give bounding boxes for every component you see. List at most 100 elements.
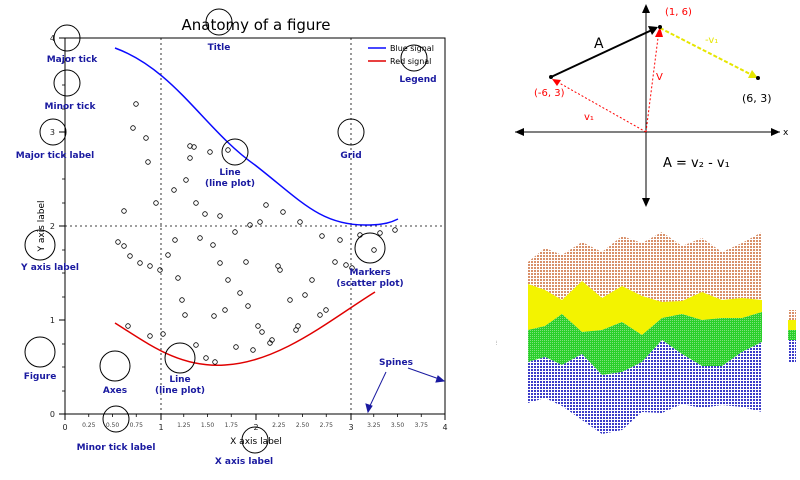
scatter-marker	[145, 159, 151, 165]
scatter-marker	[217, 260, 223, 266]
area-layer-2	[528, 312, 762, 375]
minor-x-tick-labels: 0.25 0.50 0.75 1.25 1.50 1.75 2.25 2.50 2.75 3.25…	[82, 414, 428, 429]
anno-grid: Grid	[340, 151, 361, 161]
point-3-dot	[756, 76, 760, 80]
scatter-marker	[287, 297, 293, 303]
vector-A-head	[648, 26, 658, 35]
vector-panel: x A (-6, 3) (1, 6) (6, 3) V v₁ -v₁ A = v…	[515, 4, 789, 207]
vector-y-arrow-up	[642, 4, 650, 13]
scatter-marker	[172, 237, 178, 243]
area-layer-4	[528, 232, 762, 302]
point-1-dot	[549, 75, 553, 79]
anno-figure: Figure	[24, 372, 57, 382]
scatter-marker	[125, 323, 131, 329]
anno-axes: Axes	[103, 386, 127, 396]
anno-title: Title	[208, 43, 231, 53]
vector-v2-head	[655, 27, 663, 37]
major-ticks-x	[64, 414, 446, 420]
y-tick-0: 0	[50, 410, 55, 419]
scatter-marker	[193, 200, 199, 206]
vector-A	[550, 29, 653, 78]
red-signal-line	[114, 291, 376, 366]
anno-major-tick: Major tick	[47, 55, 99, 65]
y-tick-3: 3	[50, 128, 55, 137]
scatter-marker	[121, 243, 127, 249]
scatter-marker	[250, 347, 256, 353]
scatter-marker	[217, 213, 223, 219]
y-tick-1: 1	[50, 316, 55, 325]
minor-x-tick-label: 3.50	[391, 422, 405, 429]
scatter-marker	[133, 101, 139, 107]
vector-equation: A = v₂ - v₁	[663, 156, 730, 171]
anno-line2-a: Line	[169, 375, 190, 385]
anno-markers-b: (scatter plot)	[336, 279, 403, 289]
point-2-dot	[658, 25, 662, 29]
scatter-marker	[377, 230, 383, 236]
scatter-marker	[225, 147, 231, 153]
anno-line1-a: Line	[219, 168, 240, 178]
scatter-marker	[211, 313, 217, 319]
vector-x-arrow-right	[771, 128, 780, 136]
vector-v1	[553, 79, 647, 133]
scatter-marker	[197, 235, 203, 241]
vector-v-label: V	[656, 72, 663, 83]
scatter-marker	[257, 219, 263, 225]
scatter-marker	[147, 263, 153, 269]
minor-x-tick-label: 1.75	[225, 422, 239, 429]
minor-x-tick-label: 3.75	[415, 422, 429, 429]
anatomy-panel: 0 1 2 3 4 0 1 2 3 4 0.25 0.50 0.75 1.25 1.50…	[16, 8, 448, 467]
scatter-marker	[302, 292, 308, 298]
minor-x-tick-label: 2.75	[320, 422, 334, 429]
area-layer-3	[528, 281, 762, 335]
minor-x-tick-label: 1.25	[177, 422, 191, 429]
x-tick-1: 1	[158, 423, 163, 432]
scatter-marker	[212, 359, 218, 365]
vector-minus-v1	[659, 27, 753, 76]
y-axis-label: Y axis label	[37, 200, 47, 252]
anno-markers-a: Markers	[349, 268, 390, 278]
major-ticks-y	[59, 37, 65, 415]
scatter-marker	[317, 312, 323, 318]
anno-x-axis-label: X axis label	[215, 457, 273, 467]
figure-title: Anatomy of a figure	[181, 16, 330, 34]
minor-ticks-y	[62, 61, 65, 392]
scatter-marker	[187, 143, 193, 149]
scatter-marker	[225, 277, 231, 283]
scatter-marker	[187, 155, 193, 161]
scatter-marker	[210, 242, 216, 248]
legend-blue-label: Blue signal	[390, 44, 434, 53]
area-chart-panel: ...	[493, 232, 796, 434]
vector-A-label: A	[594, 36, 604, 52]
scatter-marker	[371, 247, 377, 253]
scatter-marker	[183, 177, 189, 183]
scatter-marker	[280, 209, 286, 215]
anno-minor-tick-label: Minor tick label	[77, 443, 156, 453]
anno-line2-b: (line plot)	[155, 386, 205, 396]
scatter-marker	[175, 275, 181, 281]
scatter-marker	[309, 277, 315, 283]
scatter-marker	[147, 333, 153, 339]
scatter-marker	[137, 260, 143, 266]
x-tick-4: 4	[442, 423, 447, 432]
y-tick-2: 2	[50, 222, 55, 231]
minor-x-tick-label: 0.75	[130, 422, 144, 429]
vector-x-arrow-left	[515, 128, 524, 136]
scatter-marker	[243, 259, 249, 265]
vector-minus-v1-head	[748, 70, 758, 78]
scatter-marker	[121, 208, 127, 214]
area-legend-2	[788, 330, 796, 340]
anno-major-tick-label: Major tick label	[16, 151, 95, 161]
scatter-marker	[182, 312, 188, 318]
anno-spines: Spines	[379, 358, 413, 368]
x-tick-0: 0	[62, 423, 67, 432]
scatter-marker	[337, 237, 343, 243]
scatter-marker	[267, 340, 273, 346]
scatter-markers	[115, 101, 398, 365]
point-1-label: (-6, 3)	[534, 88, 565, 99]
scatter-marker	[115, 239, 121, 245]
scatter-marker	[255, 323, 261, 329]
point-2-label: (1, 6)	[665, 7, 692, 18]
legend: Blue signal Red signal	[368, 44, 434, 66]
scatter-marker	[203, 355, 209, 361]
anno-minor-tick: Minor tick	[45, 102, 97, 112]
